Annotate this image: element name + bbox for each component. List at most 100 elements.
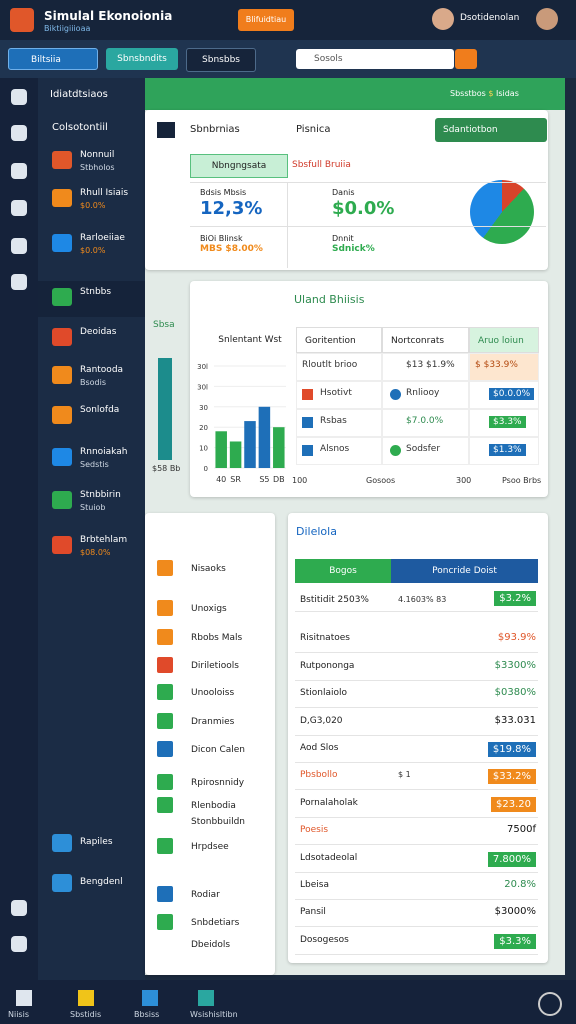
rail-icon[interactable] (11, 163, 27, 179)
rail-icon[interactable] (11, 274, 27, 290)
row-label: Risitnatoes (300, 633, 350, 644)
bottom-label[interactable]: Niisis (8, 1010, 29, 1019)
tab[interactable]: Bogos (295, 559, 391, 583)
stat-label: Bdsis Mbsis (200, 188, 247, 197)
icon (157, 122, 175, 138)
list-item[interactable]: Rodiar (191, 890, 220, 900)
rail-icon[interactable] (11, 125, 27, 141)
action-button[interactable]: Sdantiotbon (435, 118, 547, 142)
main-header (145, 78, 565, 110)
nav-label[interactable]: Nonnuil (80, 150, 115, 160)
table-footer: 100 (292, 476, 308, 485)
list-item[interactable]: Rpirosnnidy (191, 778, 245, 788)
list-item[interactable]: Dicon Calen (191, 745, 245, 755)
tab[interactable]: Nbngngsata (190, 154, 288, 178)
list-item[interactable]: Hrpdsee (191, 842, 229, 852)
bottom-label[interactable]: Wsishisltibn (190, 1010, 238, 1019)
nav-label[interactable]: Stnbbirin (80, 490, 121, 500)
row-label: Bstitidit 2503% (300, 595, 369, 605)
bottom-icon[interactable] (198, 990, 214, 1006)
field[interactable]: Sbnbrnias (190, 124, 240, 135)
list-icon (157, 629, 173, 645)
nav-icon (52, 834, 72, 852)
rail-icon[interactable] (11, 900, 27, 916)
bottom-icon[interactable] (142, 990, 158, 1006)
field[interactable]: Pisnica (296, 124, 331, 135)
rail-icon[interactable] (11, 200, 27, 216)
search-box[interactable]: Sosols (296, 49, 454, 69)
tab[interactable]: Sbsfull Bruiia (292, 160, 351, 170)
list-item[interactable]: Snbdetiars (191, 918, 240, 928)
nav-label[interactable]: Brbtehlam (80, 535, 128, 545)
row-value: $33.031 (494, 714, 536, 726)
list-icon (157, 886, 173, 902)
side-bar (158, 358, 172, 460)
list-item[interactable]: Dbeidols (191, 940, 231, 950)
row-value: $23.20 (491, 796, 536, 812)
table-text: Hsotivt (320, 388, 352, 398)
nav-icon (52, 288, 72, 306)
table-text: Sodsfer (406, 444, 441, 454)
nav-label[interactable]: Deoidas (80, 327, 117, 337)
rail-icon[interactable] (11, 936, 27, 952)
list-item[interactable]: Unooloiss (191, 688, 235, 698)
bottom-icon[interactable] (78, 990, 94, 1006)
row-label: Rutpononga (300, 660, 355, 671)
chart-title: Snlentant Wst (218, 335, 282, 345)
tab[interactable]: Poncride Doist (391, 559, 538, 583)
header-button[interactable]: Blifuidtiau (238, 9, 294, 31)
bottom-icon[interactable] (16, 990, 32, 1006)
nav-label[interactable]: Sonlofda (80, 405, 120, 415)
list-item[interactable]: Rlenbodia Stonbbuildn (191, 801, 245, 827)
row-line (295, 611, 538, 612)
x-tick-label: SR (230, 475, 241, 484)
list-icon (157, 560, 173, 576)
table-header: Nortconrats (382, 327, 469, 353)
y-tick-label: 30l (197, 383, 208, 391)
list-item[interactable]: Nisaoks (191, 564, 226, 574)
stat-label: BiOi Blinsk (200, 234, 243, 243)
y-tick-label: 30 (199, 404, 208, 412)
menu-button[interactable] (538, 992, 562, 1016)
dropdown[interactable]: Biltsiia (8, 48, 98, 70)
nav-sub: Sedstis (80, 460, 109, 469)
bottom-label[interactable]: Sbstidis (70, 1010, 102, 1019)
list-item[interactable]: Dranmies (191, 717, 235, 727)
breadcrumb: Sbsstbos $ Isidas (450, 89, 519, 98)
bottom-label[interactable]: Bbsiss (134, 1010, 160, 1019)
breadcrumb-item: Sbsstbos (450, 89, 486, 98)
stat-divider (287, 182, 288, 268)
y-tick-label: 20 (199, 424, 208, 432)
nav-label[interactable]: Rantooda (80, 365, 124, 375)
nav-label[interactable]: Stnbbs (80, 287, 112, 297)
x-tick-label: 40 (216, 475, 226, 484)
breadcrumb-link[interactable]: Isidas (495, 89, 519, 98)
avatar[interactable] (432, 8, 454, 30)
nav-label[interactable]: Bengdenl (80, 877, 123, 887)
bar (229, 441, 242, 468)
list-item[interactable]: Diriletiools (191, 661, 239, 671)
nav-icon (52, 234, 72, 252)
tab[interactable]: Sbnsbndits (106, 48, 178, 70)
nav-label[interactable]: Rarloeiiae (80, 233, 125, 243)
row-value: 7.800% (487, 851, 536, 867)
row-value: $93.9% (497, 632, 536, 644)
list-item[interactable]: Rbobs Mals (191, 633, 243, 643)
search-button[interactable] (455, 49, 477, 69)
rail-icon[interactable] (11, 89, 27, 105)
nav-label[interactable]: Rhull Isiais (80, 188, 129, 198)
row-value: 7500f (507, 824, 536, 836)
nav-sub: $0.0% (80, 201, 106, 210)
nav-label[interactable]: Rnnoiakah (80, 447, 128, 457)
row-label: Pbsbollo (300, 770, 338, 781)
list-item[interactable]: Unoxigs (191, 604, 227, 614)
y-tick-label: 30l (197, 363, 208, 371)
tab[interactable]: Sbnsbbs (186, 48, 256, 72)
avatar[interactable] (536, 8, 558, 30)
rail-icon[interactable] (11, 238, 27, 254)
table-text: Alsnos (320, 444, 350, 454)
bar (258, 406, 271, 468)
stat-label: Dnnit (332, 234, 354, 243)
nav-label[interactable]: Rapiles (80, 837, 113, 847)
